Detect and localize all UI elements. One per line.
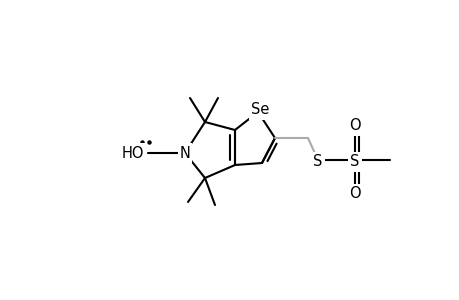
- Text: HO: HO: [121, 146, 144, 160]
- Text: N: N: [179, 146, 190, 160]
- Text: Se: Se: [250, 103, 269, 118]
- Text: O: O: [348, 187, 360, 202]
- Text: S: S: [350, 154, 359, 169]
- Text: S: S: [313, 154, 322, 169]
- Text: O: O: [348, 118, 360, 134]
